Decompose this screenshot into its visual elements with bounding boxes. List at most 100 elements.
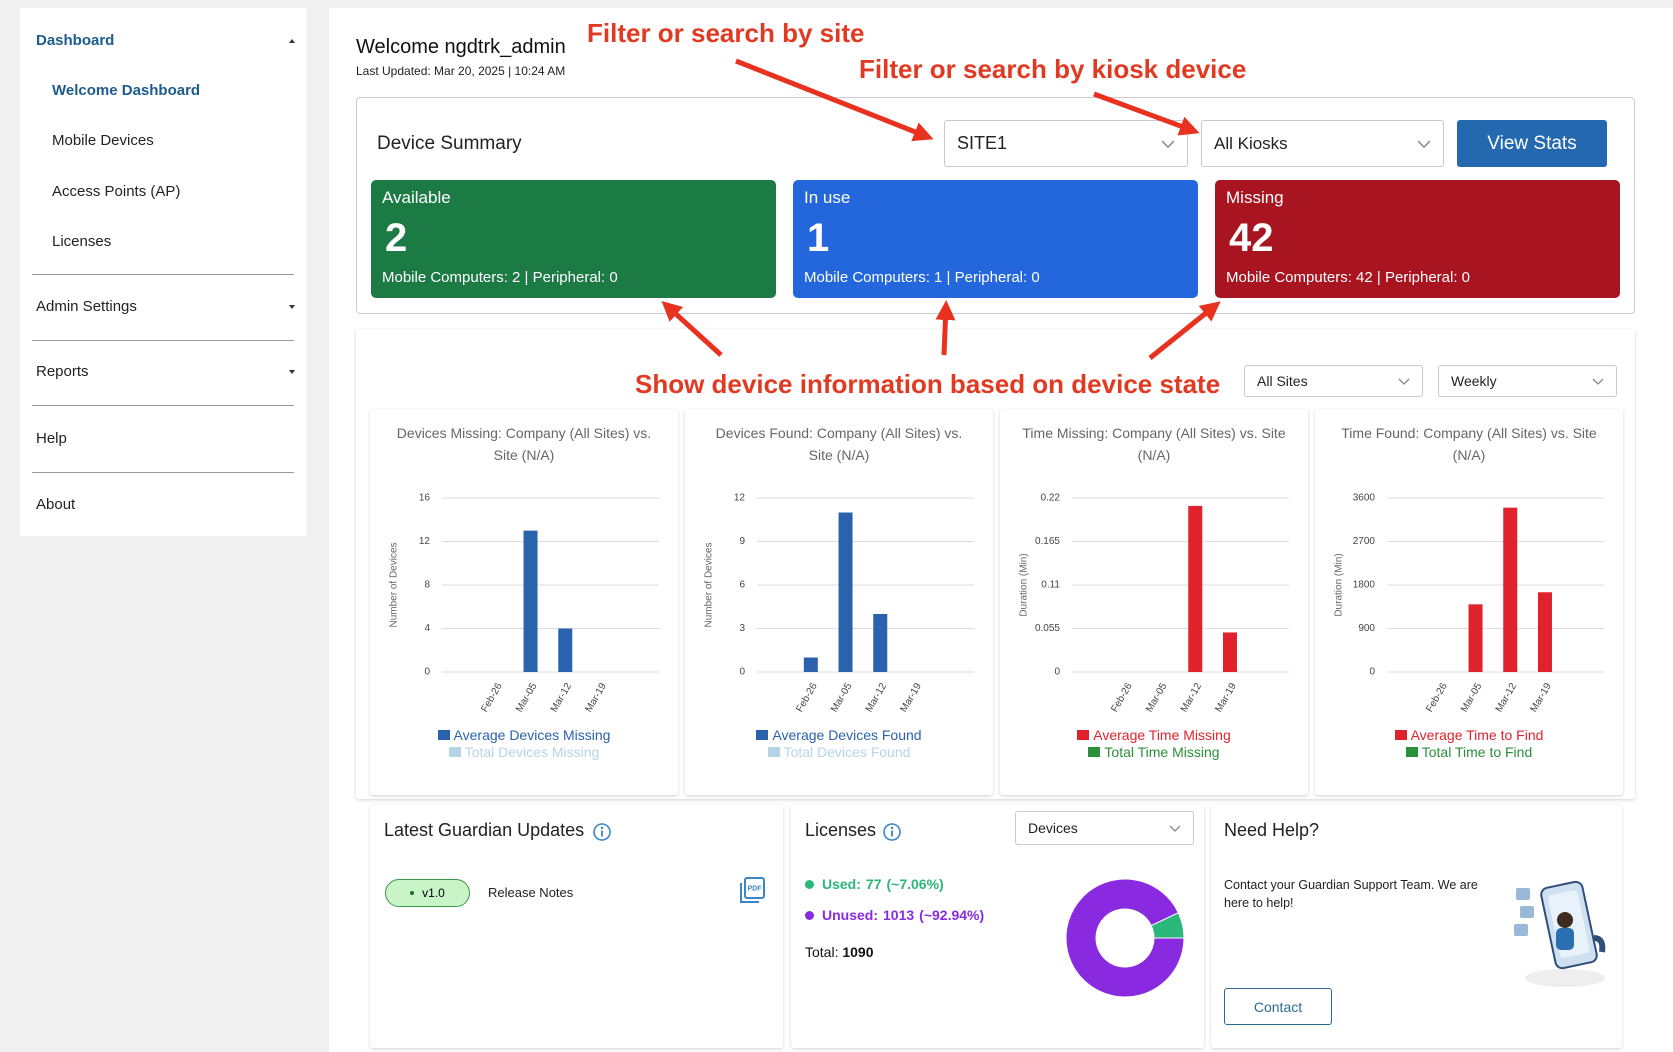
- y-tick-label: 12: [734, 493, 746, 504]
- y-tick-label: 1800: [1353, 580, 1376, 591]
- y-tick-label: 0.11: [1041, 580, 1060, 591]
- version: v1.0: [422, 886, 445, 900]
- legend-item[interactable]: Average Devices Found: [685, 727, 993, 744]
- status-card[interactable]: Missing 42 Mobile Computers: 42 | Peripher…: [1215, 180, 1620, 298]
- legend-label: Average Devices Found: [772, 727, 922, 743]
- stats-site-value: All Sites: [1257, 373, 1308, 389]
- y-tick-label: 9: [739, 536, 745, 547]
- nav-dashboard[interactable]: Dashboard: [36, 32, 115, 49]
- chart-plot: Number of Devices 0 4 8 12 16 Feb-26 Mar-05 Mar-…: [389, 493, 659, 714]
- chart-plot: Duration (Min) 0 0.055 0.11 0.165 0.22 Feb-26 M…: [1019, 493, 1289, 714]
- legend-swatch: [448, 747, 461, 757]
- site-select-value: SITE1: [957, 133, 1008, 153]
- x-tick-label: Feb-26: [479, 681, 505, 714]
- nav-welcome[interactable]: Welcome Dashboard: [52, 82, 201, 99]
- license-legend-item: Unused: 1013 (~92.94%): [805, 907, 984, 923]
- x-tick-label: Mar-05: [1459, 681, 1485, 714]
- status-count: 42: [1229, 216, 1274, 260]
- release-notes[interactable]: Release Notes: [488, 885, 574, 900]
- updates-title: Latest Guardian Updates: [384, 820, 585, 840]
- chart-title: Time Missing: Company (All Sites) vs. Si…: [1022, 425, 1286, 463]
- license-pct: (~92.94%): [919, 907, 985, 923]
- y-tick-label: 900: [1358, 623, 1375, 634]
- licenses-select[interactable]: Devices: [1015, 811, 1194, 845]
- y-tick-label: 0.165: [1035, 536, 1060, 547]
- legend-item[interactable]: Total Time to Find: [1315, 744, 1623, 761]
- pdf-icon[interactable]: PDF: [738, 876, 766, 904]
- y-tick-label: 6: [739, 580, 745, 591]
- kiosk-select[interactable]: All Kiosks: [1201, 120, 1444, 167]
- legend-item[interactable]: Average Time Missing: [1000, 727, 1308, 744]
- y-tick-label: 4: [424, 623, 430, 634]
- contact-button[interactable]: Contact: [1224, 988, 1332, 1025]
- x-tick-label: Mar-12: [1179, 681, 1205, 714]
- bar: [1537, 592, 1552, 672]
- bar: [838, 512, 853, 672]
- nav-help[interactable]: Help: [36, 430, 67, 447]
- x-tick-label: Feb-26: [1424, 681, 1450, 714]
- y-axis-label: Number of Devices: [389, 542, 400, 627]
- caret-up: [289, 39, 295, 43]
- svg-text:PDF: PDF: [748, 885, 763, 892]
- status-detail: Mobile Computers: 2 | Peripheral: 0: [382, 269, 618, 286]
- period-select[interactable]: Weekly: [1438, 365, 1617, 397]
- x-tick-label: Mar-12: [1494, 681, 1520, 714]
- legend-item[interactable]: Average Time to Find: [1315, 727, 1623, 744]
- y-axis-label: Duration (Min): [1019, 553, 1030, 616]
- x-tick-label: Mar-05: [829, 681, 855, 714]
- device-summary: [356, 97, 1635, 314]
- status-card[interactable]: In use 1 Mobile Computers: 1 | Peripheral:…: [793, 180, 1198, 298]
- bars: [1468, 507, 1552, 672]
- chevron: [1417, 139, 1431, 148]
- legend-label: Average Time to Find: [1410, 727, 1544, 743]
- nav-mobile[interactable]: Mobile Devices: [52, 132, 154, 149]
- caret-down: [289, 305, 295, 309]
- bars: [803, 512, 888, 672]
- support-illustration: [1514, 880, 1606, 987]
- nav-reports[interactable]: Reports: [36, 363, 89, 380]
- legend-label: Total Devices Missing: [464, 744, 600, 760]
- site-select[interactable]: SITE1: [944, 120, 1188, 167]
- status-detail: Mobile Computers: 42 | Peripheral: 0: [1226, 269, 1471, 286]
- stats-site-select[interactable]: All Sites: [1244, 365, 1423, 397]
- help-title: Need Help?: [1224, 820, 1320, 840]
- legend: Average Time to Find Total Time to Find: [1315, 727, 1623, 761]
- legend-swatch: [767, 747, 780, 757]
- status-count: 2: [385, 216, 408, 260]
- bar: [803, 657, 818, 672]
- legend-label: Average Devices Missing: [453, 727, 611, 743]
- y-tick-label: 8: [424, 580, 430, 591]
- licenses-select-value: Devices: [1028, 820, 1078, 836]
- bar: [1188, 505, 1203, 672]
- chart-card: Devices Missing: Company (All Sites) vs.…: [370, 409, 678, 795]
- y-axis-label: Number of Devices: [704, 542, 715, 627]
- nav-ap[interactable]: Access Points (AP): [52, 183, 181, 200]
- view-stats-button[interactable]: View Stats: [1457, 120, 1607, 167]
- legend-dot: [805, 910, 814, 920]
- legend-item[interactable]: Total Time Missing: [1000, 744, 1308, 761]
- bar: [558, 628, 573, 672]
- info-icon[interactable]: [592, 822, 612, 842]
- legend-swatch: [1077, 730, 1090, 740]
- x-tick-label: Mar-19: [583, 681, 609, 714]
- legend-item[interactable]: Total Devices Found: [685, 744, 993, 761]
- x-tick-label: Mar-19: [898, 681, 924, 714]
- nav-about[interactable]: About: [36, 496, 76, 513]
- x-tick-label: Feb-26: [794, 681, 820, 714]
- status-card[interactable]: Available 2 Mobile Computers: 2 | Peripher…: [371, 180, 776, 298]
- nav-licenses[interactable]: Licenses: [52, 233, 112, 250]
- info-icon[interactable]: [882, 822, 902, 842]
- licenses-card: [791, 805, 1204, 1048]
- legend-item[interactable]: Total Devices Missing: [370, 744, 678, 761]
- chart-title: Devices Found: Company (All Sites) vs. S…: [715, 425, 963, 463]
- divider: [32, 274, 294, 275]
- legend-label: Total Time to Find: [1421, 744, 1533, 760]
- version-pill: v1.0: [385, 879, 470, 907]
- legend-swatch: [1088, 747, 1101, 757]
- legend-item[interactable]: Average Devices Missing: [370, 727, 678, 744]
- y-tick-label: 12: [419, 536, 431, 547]
- chevron: [1398, 378, 1410, 385]
- nav-admin[interactable]: Admin Settings: [36, 298, 137, 315]
- license-legend-item: Used: 77 (~7.06%): [805, 876, 944, 892]
- bars: [1188, 505, 1237, 672]
